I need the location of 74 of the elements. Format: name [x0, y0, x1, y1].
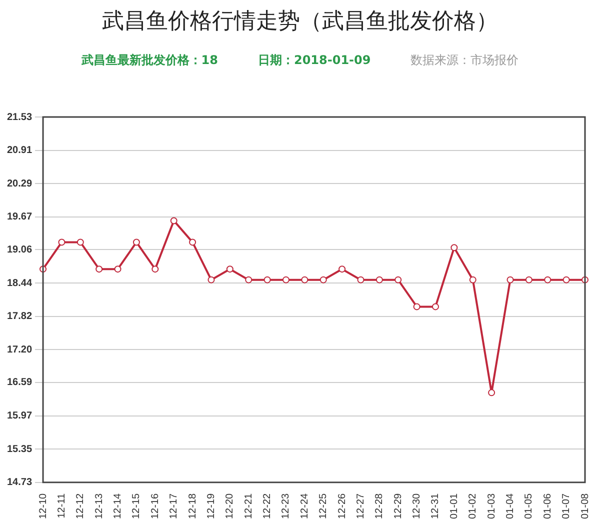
point: [96, 266, 103, 273]
point: [357, 276, 364, 284]
point: [320, 276, 327, 284]
source-note: 数据来源：市场报价: [410, 52, 519, 69]
point: [76, 238, 84, 246]
x-tick-label: 12-18: [187, 492, 198, 519]
x-tick-label: 12-28: [374, 492, 386, 519]
x-tick-label: 12-13: [94, 492, 105, 519]
x-tick-label: 12-14: [112, 492, 124, 519]
x-tick-label: 12-15: [131, 492, 142, 519]
y-tick-label: 20.29: [6, 178, 32, 190]
x-tick-label: 12-31: [430, 492, 442, 519]
x-tick-label: 12-17: [168, 492, 180, 519]
y-tick-label: 19.67: [6, 212, 32, 223]
x-tick-label: 01-07: [561, 492, 572, 519]
x-tick-label: 12-22: [262, 492, 274, 519]
point: [245, 276, 252, 284]
y-tick-label: 15.35: [6, 444, 32, 455]
y-tick-label: 14.73: [6, 477, 32, 488]
x-tick-label: 12-11: [56, 492, 68, 518]
point: [189, 238, 196, 246]
point: [208, 276, 215, 284]
x-tick-label: 12-30: [412, 492, 423, 519]
y-tick-label: 18.44: [6, 278, 32, 289]
x-tick-label: 12-24: [299, 492, 310, 519]
x-tick-label: 12-26: [336, 492, 348, 519]
x-tick-label: 12-23: [280, 492, 292, 519]
x-tick-label: 12-25: [318, 492, 330, 519]
x-tick-label: 01-04: [504, 492, 516, 519]
point: [394, 276, 402, 284]
x-tick-label: 12-10: [38, 492, 49, 519]
point: [301, 276, 308, 284]
x-tick-label: 12-27: [355, 492, 366, 519]
chart-title: 武昌鱼价格行情走势（武昌鱼批发价格）: [101, 8, 499, 36]
point: [338, 266, 346, 273]
point: [488, 389, 496, 396]
chart-subtitle: 武昌鱼最新批发价格：18: [81, 52, 218, 69]
y-tick-label: 17.20: [6, 344, 32, 356]
y-tick-label: 21.53: [6, 112, 32, 123]
x-tick-label: 01-08: [580, 492, 591, 519]
y-tick-label: 20.91: [6, 145, 32, 156]
y-tick-label: 16.59: [6, 377, 32, 388]
y-tick-label: 15.97: [6, 410, 32, 422]
x-tick-label: 01-02: [468, 492, 479, 519]
x-tick-label: 12-16: [150, 492, 161, 519]
point: [544, 276, 552, 284]
point: [432, 303, 439, 310]
point: [132, 238, 140, 246]
point: [469, 276, 476, 284]
point: [376, 276, 383, 284]
point: [152, 266, 159, 273]
text: 日期：2018-01-09: [258, 52, 371, 69]
x-tick-label: 01-03: [486, 492, 498, 519]
point: [413, 303, 420, 310]
x-tick-label: 01-06: [542, 492, 554, 519]
point: [282, 276, 290, 284]
x-tick-label: 12-20: [224, 492, 236, 519]
point: [226, 266, 234, 273]
x-tick-label: 12-12: [75, 492, 86, 519]
point: [114, 266, 122, 273]
point: [264, 276, 271, 284]
x-tick-label: 01-01: [448, 492, 460, 519]
point: [170, 217, 178, 224]
x-tick-label: 12-21: [243, 492, 254, 519]
point: [450, 244, 458, 252]
point: [58, 238, 66, 246]
x-tick-label: 12-29: [392, 492, 404, 519]
point: [506, 276, 514, 284]
y-tick-label: 19.06: [6, 244, 32, 256]
point: [562, 276, 570, 284]
y-tick-label: 17.82: [6, 311, 32, 322]
x-tick-label: 12-19: [206, 492, 217, 519]
point: [525, 276, 532, 284]
x-tick-label: 01-05: [524, 492, 535, 519]
